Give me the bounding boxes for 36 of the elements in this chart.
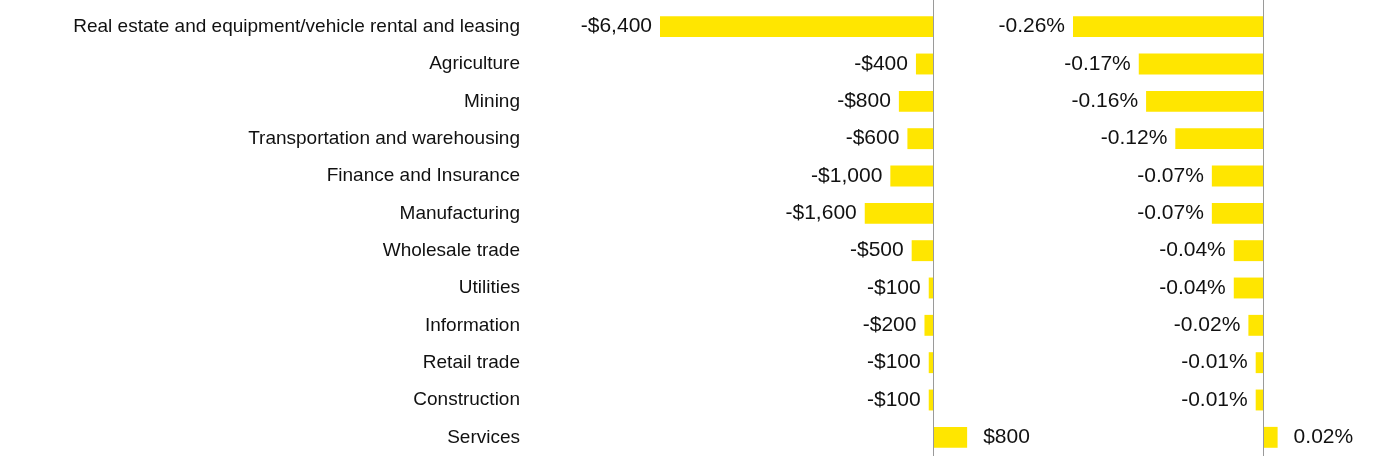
data-label: -0.01% <box>1181 386 1248 410</box>
data-label: -0.02% <box>1173 312 1241 336</box>
data-label: -0.26% <box>998 13 1065 37</box>
data-label: $800 <box>983 424 1030 448</box>
data-label: -$100 <box>867 274 921 298</box>
y-tick-label: Agriculture <box>429 52 520 74</box>
y-tick-label: Real estate and equipment/vehicle rental and leasing <box>73 14 520 36</box>
data-label: -$600 <box>845 125 900 149</box>
y-tick-label: Transportation and warehousing <box>248 126 520 148</box>
data-label: -$800 <box>837 88 891 112</box>
data-label: -$1,000 <box>811 162 883 186</box>
data-label: -0.07% <box>1137 200 1204 224</box>
data-label: -0.04% <box>1159 274 1226 298</box>
data-label: -0.12% <box>1100 125 1168 149</box>
data-label: -$100 <box>867 349 921 373</box>
y-tick-label: Information <box>424 313 520 335</box>
data-label: -0.16% <box>1071 88 1139 112</box>
y-tick-label: Finance and Insurance <box>326 164 520 186</box>
data-label: -0.17% <box>1064 50 1131 74</box>
y-tick-label: Construction <box>413 388 520 410</box>
data-label: -$400 <box>854 50 908 74</box>
data-label: -0.04% <box>1159 237 1226 261</box>
data-label: -0.01% <box>1181 349 1248 373</box>
data-label: 0.02% <box>1293 424 1354 448</box>
y-tick-label: Retail trade <box>422 350 520 372</box>
data-label: -$500 <box>849 237 904 261</box>
y-tick-label: Services <box>447 425 520 447</box>
data-label: -$1,600 <box>785 200 857 224</box>
data-label: -$200 <box>862 312 917 336</box>
data-label: -$100 <box>867 386 921 410</box>
y-tick-label: Utilities <box>458 276 520 298</box>
y-tick-label: Manufacturing <box>399 201 520 223</box>
data-label: -0.07% <box>1137 162 1204 186</box>
data-label: -$6,400 <box>580 13 652 37</box>
y-tick-label: Mining <box>464 89 520 111</box>
y-tick-label: Wholesale trade <box>382 238 520 260</box>
